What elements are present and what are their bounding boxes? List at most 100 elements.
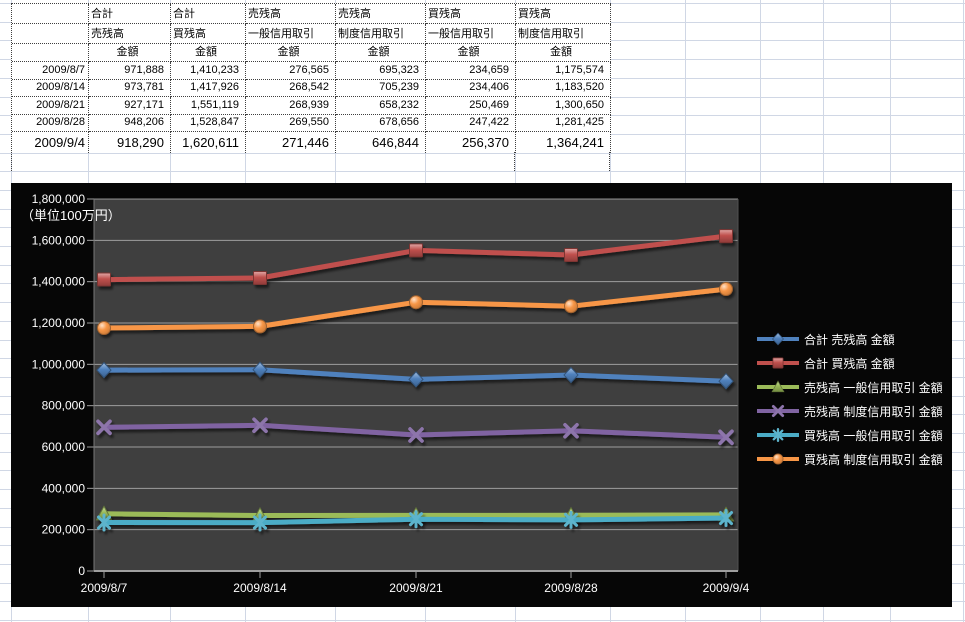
value-cell[interactable]: 918,290 xyxy=(89,132,171,153)
date-cell[interactable]: 2009/8/7 xyxy=(12,62,89,80)
data-point xyxy=(409,295,423,310)
data-point xyxy=(564,299,578,314)
value-cell[interactable]: 276,565 xyxy=(246,62,336,80)
date-cell[interactable]: 2009/8/21 xyxy=(12,97,89,115)
data-point xyxy=(719,282,733,297)
value-cell[interactable]: 678,656 xyxy=(336,115,426,132)
data-point xyxy=(409,510,423,529)
x-axis-label: 2009/8/28 xyxy=(544,581,598,595)
header-cell[interactable]: 買残高 xyxy=(426,4,516,24)
header-cell[interactable]: 売残高 xyxy=(89,24,171,44)
header-cell[interactable]: 制度信用取引 xyxy=(516,24,611,44)
date-cell[interactable]: 2009/8/28 xyxy=(12,115,89,132)
value-cell[interactable]: 705,239 xyxy=(336,80,426,97)
stock-balance-chart[interactable]: 0 200,000 400,000 600,000 800,000 1,000,000 1,… xyxy=(11,183,952,607)
value-cell[interactable]: 1,183,520 xyxy=(516,80,611,97)
value-cell[interactable]: 1,528,847 xyxy=(171,115,246,132)
value-cell[interactable]: 1,417,926 xyxy=(171,80,246,97)
header-cell[interactable]: 制度信用取引 xyxy=(336,24,426,44)
value-cell[interactable]: 268,939 xyxy=(246,97,336,115)
data-point xyxy=(772,332,784,346)
data-point xyxy=(252,417,268,434)
data-point xyxy=(253,270,267,285)
header-cell[interactable]: 売残高 xyxy=(336,4,426,24)
value-cell[interactable]: 250,469 xyxy=(426,97,516,115)
header-cell[interactable]: 金額 xyxy=(336,44,426,62)
header-cell[interactable]: 買残高 xyxy=(171,24,246,44)
data-point xyxy=(564,248,578,263)
header-cell[interactable]: 売残高 xyxy=(246,4,336,24)
data-point xyxy=(718,429,734,446)
header-cell[interactable]: 金額 xyxy=(426,44,516,62)
header-cell[interactable]: 金額 xyxy=(516,44,611,62)
legend-marker xyxy=(757,332,799,346)
empty-cell[interactable] xyxy=(12,24,89,44)
unit-label: （単位100万円） xyxy=(21,208,121,223)
table-border-stub xyxy=(514,152,515,171)
value-cell[interactable]: 971,888 xyxy=(89,62,171,80)
legend-item[interactable]: 売残高 一般信用取引 金額 xyxy=(755,375,943,399)
data-point xyxy=(97,272,111,287)
legend-marker xyxy=(757,357,799,369)
legend-item[interactable]: 売残高 制度信用取引 金額 xyxy=(755,399,943,423)
data-point xyxy=(253,319,267,334)
y-axis-label: 1,400,000 xyxy=(32,275,86,289)
value-cell[interactable]: 256,370 xyxy=(426,132,516,153)
value-cell[interactable]: 234,659 xyxy=(426,62,516,80)
legend-label: 合計 売残高 金額 xyxy=(804,332,895,347)
value-cell[interactable]: 973,781 xyxy=(89,80,171,97)
legend-item[interactable]: 合計 売残高 金額 xyxy=(755,327,943,351)
date-cell[interactable]: 2009/9/4 xyxy=(12,132,89,153)
data-point xyxy=(563,366,579,384)
table-border-stub xyxy=(609,152,610,171)
header-cell[interactable]: 一般信用取引 xyxy=(426,24,516,44)
legend-item[interactable]: 合計 買残高 金額 xyxy=(755,351,943,375)
header-cell[interactable]: 合計 xyxy=(89,4,171,24)
y-axis-label: 200,000 xyxy=(42,523,86,537)
value-cell[interactable]: 269,550 xyxy=(246,115,336,132)
value-cell[interactable]: 646,844 xyxy=(336,132,426,153)
value-cell[interactable]: 948,206 xyxy=(89,115,171,132)
value-cell[interactable]: 1,281,425 xyxy=(516,115,611,132)
value-cell[interactable]: 1,300,650 xyxy=(516,97,611,115)
y-axis-label: 1,800,000 xyxy=(32,192,86,206)
legend-label: 売残高 制度信用取引 金額 xyxy=(804,404,943,419)
value-cell[interactable]: 695,323 xyxy=(336,62,426,80)
value-cell[interactable]: 1,551,119 xyxy=(171,97,246,115)
data-point xyxy=(97,513,111,532)
legend-marker xyxy=(757,427,799,443)
header-cell[interactable]: 買残高 xyxy=(516,4,611,24)
legend-item[interactable]: 買残高 一般信用取引 金額 xyxy=(755,423,943,447)
data-point xyxy=(408,371,424,388)
value-cell[interactable]: 268,542 xyxy=(246,80,336,97)
data-point xyxy=(252,361,268,378)
value-cell[interactable]: 658,232 xyxy=(336,97,426,115)
header-cell[interactable]: 金額 xyxy=(89,44,171,62)
value-cell[interactable]: 234,406 xyxy=(426,80,516,97)
value-cell[interactable]: 1,410,233 xyxy=(171,62,246,80)
y-axis-label: 0 xyxy=(78,564,85,578)
empty-cell[interactable] xyxy=(12,44,89,62)
series-6 xyxy=(97,282,733,336)
legend-marker xyxy=(757,380,799,393)
header-cell[interactable]: 金額 xyxy=(171,44,246,62)
table-row: 2009/8/14 973,781 1,417,926 268,542 705,239 2… xyxy=(12,80,611,97)
header-cell[interactable]: 一般信用取引 xyxy=(246,24,336,44)
data-point xyxy=(719,509,733,528)
data-point xyxy=(771,404,785,418)
table-row: 合計 合計 売残高 売残高 買残高 買残高 xyxy=(12,4,611,24)
date-cell[interactable]: 2009/8/14 xyxy=(12,80,89,97)
value-cell[interactable]: 247,422 xyxy=(426,115,516,132)
value-cell[interactable]: 1,364,241 xyxy=(516,132,611,153)
legend-label: 売残高 一般信用取引 金額 xyxy=(804,380,943,395)
value-cell[interactable]: 1,175,574 xyxy=(516,62,611,80)
y-axis-label: 800,000 xyxy=(42,399,86,413)
value-cell[interactable]: 271,446 xyxy=(246,132,336,153)
header-cell[interactable]: 金額 xyxy=(246,44,336,62)
empty-cell[interactable] xyxy=(12,4,89,24)
value-cell[interactable]: 1,620,611 xyxy=(171,132,246,153)
header-cell[interactable]: 合計 xyxy=(171,4,246,24)
legend-item[interactable]: 買残高 制度信用取引 金額 xyxy=(755,447,943,471)
value-cell[interactable]: 927,171 xyxy=(89,97,171,115)
legend-label: 合計 買残高 金額 xyxy=(804,356,895,371)
